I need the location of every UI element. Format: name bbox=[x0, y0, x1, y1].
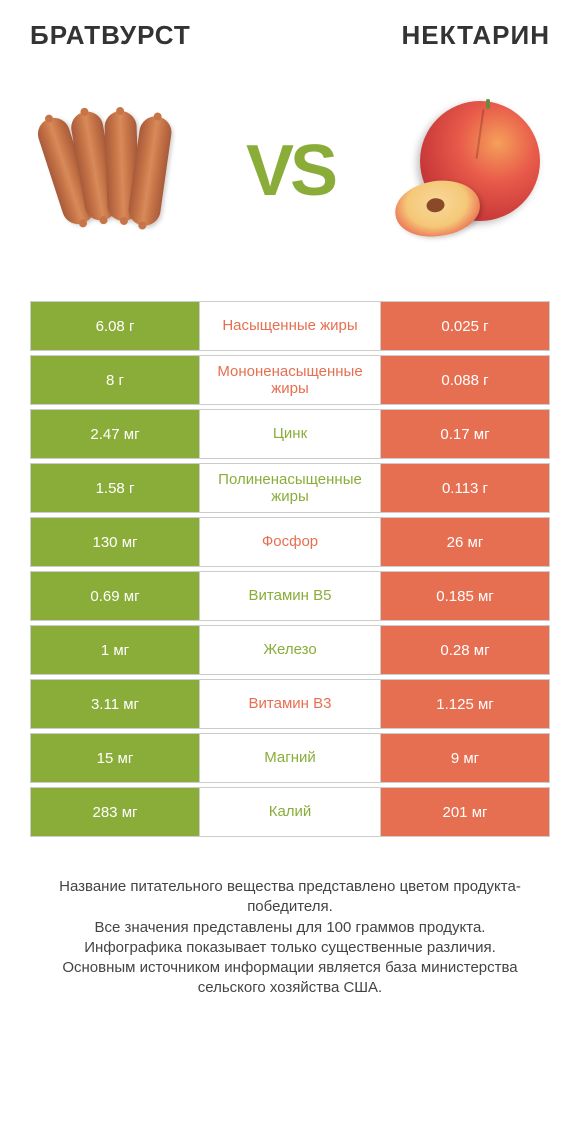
nutrient-label-cell: Витамин B5 bbox=[200, 571, 380, 621]
right-value-cell: 0.17 мг bbox=[380, 409, 550, 459]
footer-line: Название питательного вещества представл… bbox=[40, 877, 540, 918]
table-row: 130 мгФосфор26 мг bbox=[30, 517, 550, 567]
footer-line: Основным источником информации является … bbox=[40, 958, 540, 999]
right-product-title: НЕКТАРИН bbox=[402, 20, 550, 51]
nutrient-label-cell: Полиненасыщенные жиры bbox=[200, 463, 380, 513]
left-value-cell: 2.47 мг bbox=[30, 409, 200, 459]
right-value-cell: 0.185 мг bbox=[380, 571, 550, 621]
left-value-cell: 15 мг bbox=[30, 733, 200, 783]
left-value-cell: 130 мг bbox=[30, 517, 200, 567]
nutrient-label-cell: Фосфор bbox=[200, 517, 380, 567]
table-row: 1.58 гПолиненасыщенные жиры0.113 г bbox=[30, 463, 550, 513]
nectarine-image bbox=[390, 91, 550, 251]
left-value-cell: 3.11 мг bbox=[30, 679, 200, 729]
table-row: 15 мгМагний9 мг bbox=[30, 733, 550, 783]
left-value-cell: 1.58 г bbox=[30, 463, 200, 513]
table-row: 283 мгКалий201 мг bbox=[30, 787, 550, 837]
bratwurst-image bbox=[30, 91, 190, 251]
nutrient-label-cell: Мононенасыщенные жиры bbox=[200, 355, 380, 405]
footer-note: Название питательного вещества представл… bbox=[30, 877, 550, 999]
table-row: 8 гМононенасыщенные жиры0.088 г bbox=[30, 355, 550, 405]
left-product-title: БРАТВУРСТ bbox=[30, 20, 191, 51]
left-value-cell: 283 мг bbox=[30, 787, 200, 837]
nutrient-label-cell: Цинк bbox=[200, 409, 380, 459]
header: БРАТВУРСТ НЕКТАРИН bbox=[30, 20, 550, 51]
right-value-cell: 1.125 мг bbox=[380, 679, 550, 729]
vs-label: VS bbox=[246, 130, 334, 212]
table-row: 0.69 мгВитамин B50.185 мг bbox=[30, 571, 550, 621]
left-value-cell: 1 мг bbox=[30, 625, 200, 675]
nutrient-label-cell: Калий bbox=[200, 787, 380, 837]
nutrient-label-cell: Насыщенные жиры bbox=[200, 301, 380, 351]
right-value-cell: 0.113 г bbox=[380, 463, 550, 513]
table-row: 2.47 мгЦинк0.17 мг bbox=[30, 409, 550, 459]
left-value-cell: 0.69 мг bbox=[30, 571, 200, 621]
right-value-cell: 201 мг bbox=[380, 787, 550, 837]
right-value-cell: 0.025 г bbox=[380, 301, 550, 351]
right-value-cell: 9 мг bbox=[380, 733, 550, 783]
nectarine-icon bbox=[390, 91, 550, 251]
table-row: 1 мгЖелезо0.28 мг bbox=[30, 625, 550, 675]
nutrient-label-cell: Железо bbox=[200, 625, 380, 675]
footer-line: Все значения представлены для 100 граммо… bbox=[40, 918, 540, 938]
images-row: VS bbox=[30, 81, 550, 261]
nutrient-label-cell: Витамин B3 bbox=[200, 679, 380, 729]
sausages-icon bbox=[40, 111, 180, 231]
left-value-cell: 8 г bbox=[30, 355, 200, 405]
footer-line: Инфографика показывает только существенн… bbox=[40, 938, 540, 958]
right-value-cell: 26 мг bbox=[380, 517, 550, 567]
right-value-cell: 0.088 г bbox=[380, 355, 550, 405]
table-row: 6.08 гНасыщенные жиры0.025 г bbox=[30, 301, 550, 351]
left-value-cell: 6.08 г bbox=[30, 301, 200, 351]
table-row: 3.11 мгВитамин B31.125 мг bbox=[30, 679, 550, 729]
right-value-cell: 0.28 мг bbox=[380, 625, 550, 675]
comparison-table: 6.08 гНасыщенные жиры0.025 г8 гМононенас… bbox=[30, 301, 550, 837]
nutrient-label-cell: Магний bbox=[200, 733, 380, 783]
